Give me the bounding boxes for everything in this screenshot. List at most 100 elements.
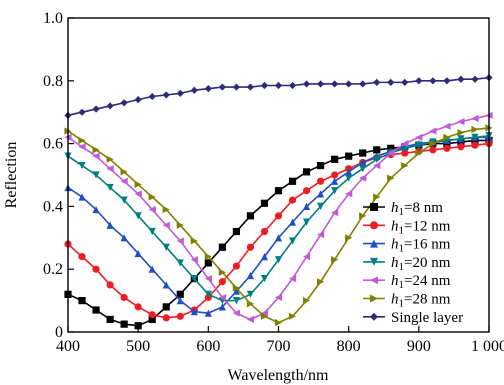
data-point [162, 221, 170, 229]
x-tick-label: 800 [337, 338, 361, 355]
legend-marker [370, 239, 378, 248]
x-tick-label: 1 000 [471, 338, 504, 355]
data-point [359, 80, 367, 88]
data-point [331, 155, 339, 163]
data-point [162, 281, 170, 289]
series-5 [64, 111, 493, 324]
data-point [232, 83, 240, 91]
data-point [246, 271, 255, 280]
data-point [218, 303, 226, 311]
data-point [134, 190, 142, 198]
data-point [373, 155, 381, 163]
data-point [317, 231, 325, 239]
data-point [120, 234, 128, 242]
data-point [78, 193, 86, 201]
data-point [162, 303, 170, 311]
data-point [134, 322, 142, 330]
data-point [359, 212, 367, 220]
axis-layer: 400 500 600 700 800 900 1 000 0 0.2 0.4 0.6 0.8 1.0 [43, 10, 504, 355]
data-point [415, 133, 423, 141]
data-point [148, 315, 156, 324]
data-point [218, 293, 226, 302]
data-point [148, 265, 156, 273]
data-point [471, 133, 479, 141]
data-point [274, 234, 283, 242]
data-point [274, 318, 283, 327]
data-point [92, 171, 100, 179]
data-point [176, 89, 184, 97]
data-point [176, 290, 184, 298]
data-point [373, 146, 381, 154]
data-point [331, 177, 339, 185]
data-point [373, 193, 381, 201]
data-point [134, 180, 142, 189]
data-point [78, 143, 86, 151]
data-point [190, 237, 198, 245]
data-point [457, 143, 465, 151]
data-point [345, 80, 353, 88]
legend-marker [370, 294, 378, 303]
data-point [120, 168, 128, 176]
data-point [260, 309, 269, 317]
data-point [415, 149, 423, 157]
legend-item: Single layer [363, 310, 463, 326]
data-point [204, 85, 212, 93]
legend-marker [370, 221, 378, 230]
data-point [204, 275, 212, 283]
legend-label: h1=12 nm [391, 218, 451, 236]
data-point [443, 122, 451, 130]
data-point [162, 314, 170, 322]
data-point [359, 149, 367, 157]
legend-item: h1=8 nm [363, 200, 443, 218]
data-point [120, 293, 128, 302]
data-point [345, 234, 353, 242]
data-point [401, 78, 409, 86]
data-point [373, 78, 381, 86]
data-point [260, 199, 269, 207]
y-tick-label: 1.0 [43, 10, 63, 27]
data-point [162, 243, 170, 251]
data-point [148, 193, 156, 201]
y-tick-label: 0.2 [43, 261, 63, 278]
data-point [134, 212, 142, 220]
legend-marker [370, 257, 378, 266]
data-point [148, 227, 156, 236]
x-tick-label: 900 [407, 338, 431, 355]
data-point [204, 290, 212, 298]
data-point [92, 265, 100, 273]
data-point [190, 275, 198, 283]
data-point [302, 202, 311, 210]
data-point [120, 196, 128, 204]
data-point [190, 86, 198, 94]
data-point [288, 218, 297, 226]
data-point [232, 309, 240, 317]
data-point [331, 171, 339, 179]
data-point [471, 125, 479, 134]
data-point [204, 259, 212, 267]
data-point [78, 108, 86, 116]
legend-label: h1=28 nm [391, 292, 451, 310]
data-point [302, 297, 311, 305]
data-point [429, 146, 437, 154]
x-axis-title: Wavelength/nm [228, 367, 329, 384]
y-tick-label: 0 [55, 324, 63, 341]
data-point [457, 129, 465, 137]
data-point [218, 243, 226, 251]
data-point [176, 312, 184, 320]
data-point [317, 190, 325, 198]
data-point [288, 312, 297, 320]
data-point [78, 297, 86, 305]
data-point [106, 183, 114, 192]
data-point [190, 256, 198, 264]
data-point [176, 237, 184, 245]
data-point [302, 187, 311, 195]
data-point [106, 315, 114, 324]
data-point [387, 174, 395, 182]
y-axis-title: Reflection [3, 142, 20, 209]
legend-marker [370, 312, 378, 321]
data-point [92, 205, 100, 214]
x-tick-label: 700 [267, 338, 291, 355]
series-6 [64, 124, 493, 327]
data-point [429, 77, 437, 85]
